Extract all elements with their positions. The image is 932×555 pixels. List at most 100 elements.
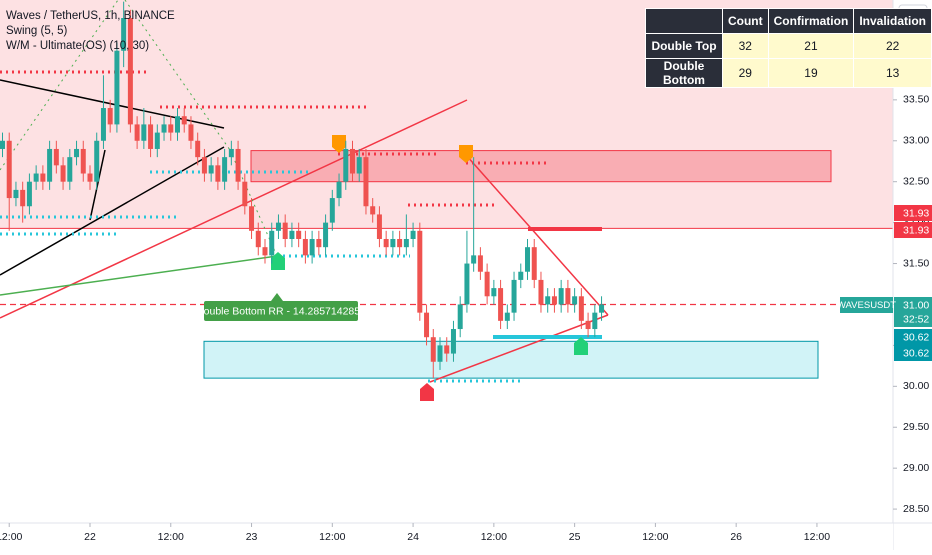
table-header: Count xyxy=(721,8,769,34)
y-tick-label: 31.50 xyxy=(903,257,929,269)
price-badge xyxy=(894,311,932,327)
zigzag xyxy=(0,0,119,171)
candle-body xyxy=(370,206,376,215)
candle-body xyxy=(127,18,133,125)
candle-body xyxy=(269,230,275,256)
candle-body xyxy=(538,279,544,305)
y-tick-label: 33.50 xyxy=(903,94,929,106)
trend-line xyxy=(0,255,278,296)
candle-body xyxy=(289,230,295,239)
candle-body xyxy=(585,320,591,330)
price-badge xyxy=(894,345,932,361)
candle-body xyxy=(53,148,59,166)
candle-body xyxy=(161,124,167,133)
trend-line xyxy=(465,154,609,316)
table-corner xyxy=(645,8,723,34)
candle-body xyxy=(491,288,497,297)
candle-body xyxy=(457,304,463,330)
candle-body xyxy=(107,108,113,125)
candle-body xyxy=(518,271,524,280)
candle-body xyxy=(599,304,605,313)
candle-body xyxy=(424,312,430,338)
candle-body xyxy=(168,124,174,133)
candle-body xyxy=(282,222,288,239)
candle-body xyxy=(545,296,551,305)
candle-body xyxy=(6,140,12,199)
legend-text: Swing (5, 5) xyxy=(6,25,68,37)
price-badge-label: 31.00 xyxy=(903,299,929,311)
candle-body xyxy=(13,189,19,199)
y-tick-label: 33.00 xyxy=(903,135,929,147)
price-badge-label: 31.93 xyxy=(903,207,929,219)
price-badge-label: 30.62 xyxy=(903,347,929,359)
price-badge-label: 32:52 xyxy=(903,313,929,325)
price-badge xyxy=(894,297,932,313)
candle-body xyxy=(504,312,510,321)
candle-body xyxy=(484,271,490,297)
candle-body xyxy=(222,157,228,182)
x-tick-label: 12:00 xyxy=(0,531,23,543)
x-tick-label: 25 xyxy=(569,531,581,543)
candle-body xyxy=(376,214,382,239)
candle-body xyxy=(201,157,207,174)
candle-body xyxy=(33,173,39,182)
candle-body xyxy=(242,181,248,207)
table-row: Double Bottom 29 19 13 xyxy=(645,58,932,88)
swing-marker xyxy=(420,383,434,401)
candle-body xyxy=(309,238,315,256)
candle-body xyxy=(0,140,5,149)
candle-body xyxy=(592,312,598,330)
candle-body xyxy=(141,124,147,141)
candle-body xyxy=(67,157,73,182)
candle-body xyxy=(80,148,86,174)
table-cell: 32 xyxy=(721,33,769,59)
candle-body xyxy=(235,148,241,182)
candle-body xyxy=(450,329,456,354)
candle-body xyxy=(208,165,214,174)
table-cell: 13 xyxy=(853,58,932,88)
candle-body xyxy=(531,247,537,280)
x-tick-label: 12:00 xyxy=(642,531,668,543)
y-tick-label: 32.50 xyxy=(903,175,929,187)
table-row-header: Double Bottom xyxy=(645,58,723,88)
candle-body xyxy=(94,140,100,182)
legend-text: W/M - Ultimate(OS) (10, 30) xyxy=(6,40,149,52)
x-tick-label: 12:00 xyxy=(804,531,830,543)
candle-body xyxy=(437,345,443,362)
x-tick-label: 23 xyxy=(246,531,258,543)
candle-body xyxy=(417,230,423,313)
candle-body xyxy=(498,288,504,321)
candle-body xyxy=(363,157,369,207)
candle-body xyxy=(572,296,578,305)
swing-marker xyxy=(574,337,588,355)
candle-body xyxy=(464,263,470,305)
candle-body xyxy=(74,148,80,158)
trend-line xyxy=(0,99,468,319)
candle-body xyxy=(430,337,436,362)
candle-body xyxy=(316,238,322,248)
table-header-row: Count Confirmation Invalidation xyxy=(645,8,932,34)
price-badge-label: 31.93 xyxy=(903,224,929,236)
candle-body xyxy=(100,108,106,141)
table-row-header: Double Top xyxy=(645,33,723,59)
x-tick-label: 12:00 xyxy=(481,531,507,543)
candle-body xyxy=(578,296,584,321)
x-tick-label: 22 xyxy=(84,531,96,543)
candle-body xyxy=(40,173,46,182)
table-header: Invalidation xyxy=(853,8,932,34)
swing-marker xyxy=(459,145,473,163)
table-row: Double Top 32 21 22 xyxy=(645,33,932,59)
y-tick-label: 29.00 xyxy=(903,462,929,474)
candle-body xyxy=(471,255,477,264)
y-tick-label: 28.50 xyxy=(903,503,929,515)
candle-body xyxy=(228,148,234,158)
candle-body xyxy=(390,238,396,248)
candle-body xyxy=(26,181,32,207)
y-tick-label: 29.50 xyxy=(903,421,929,433)
candle-body xyxy=(296,230,302,239)
table-cell: 19 xyxy=(767,58,855,88)
candle-body xyxy=(350,148,356,174)
candle-body xyxy=(511,279,517,313)
candle-body xyxy=(154,132,160,149)
